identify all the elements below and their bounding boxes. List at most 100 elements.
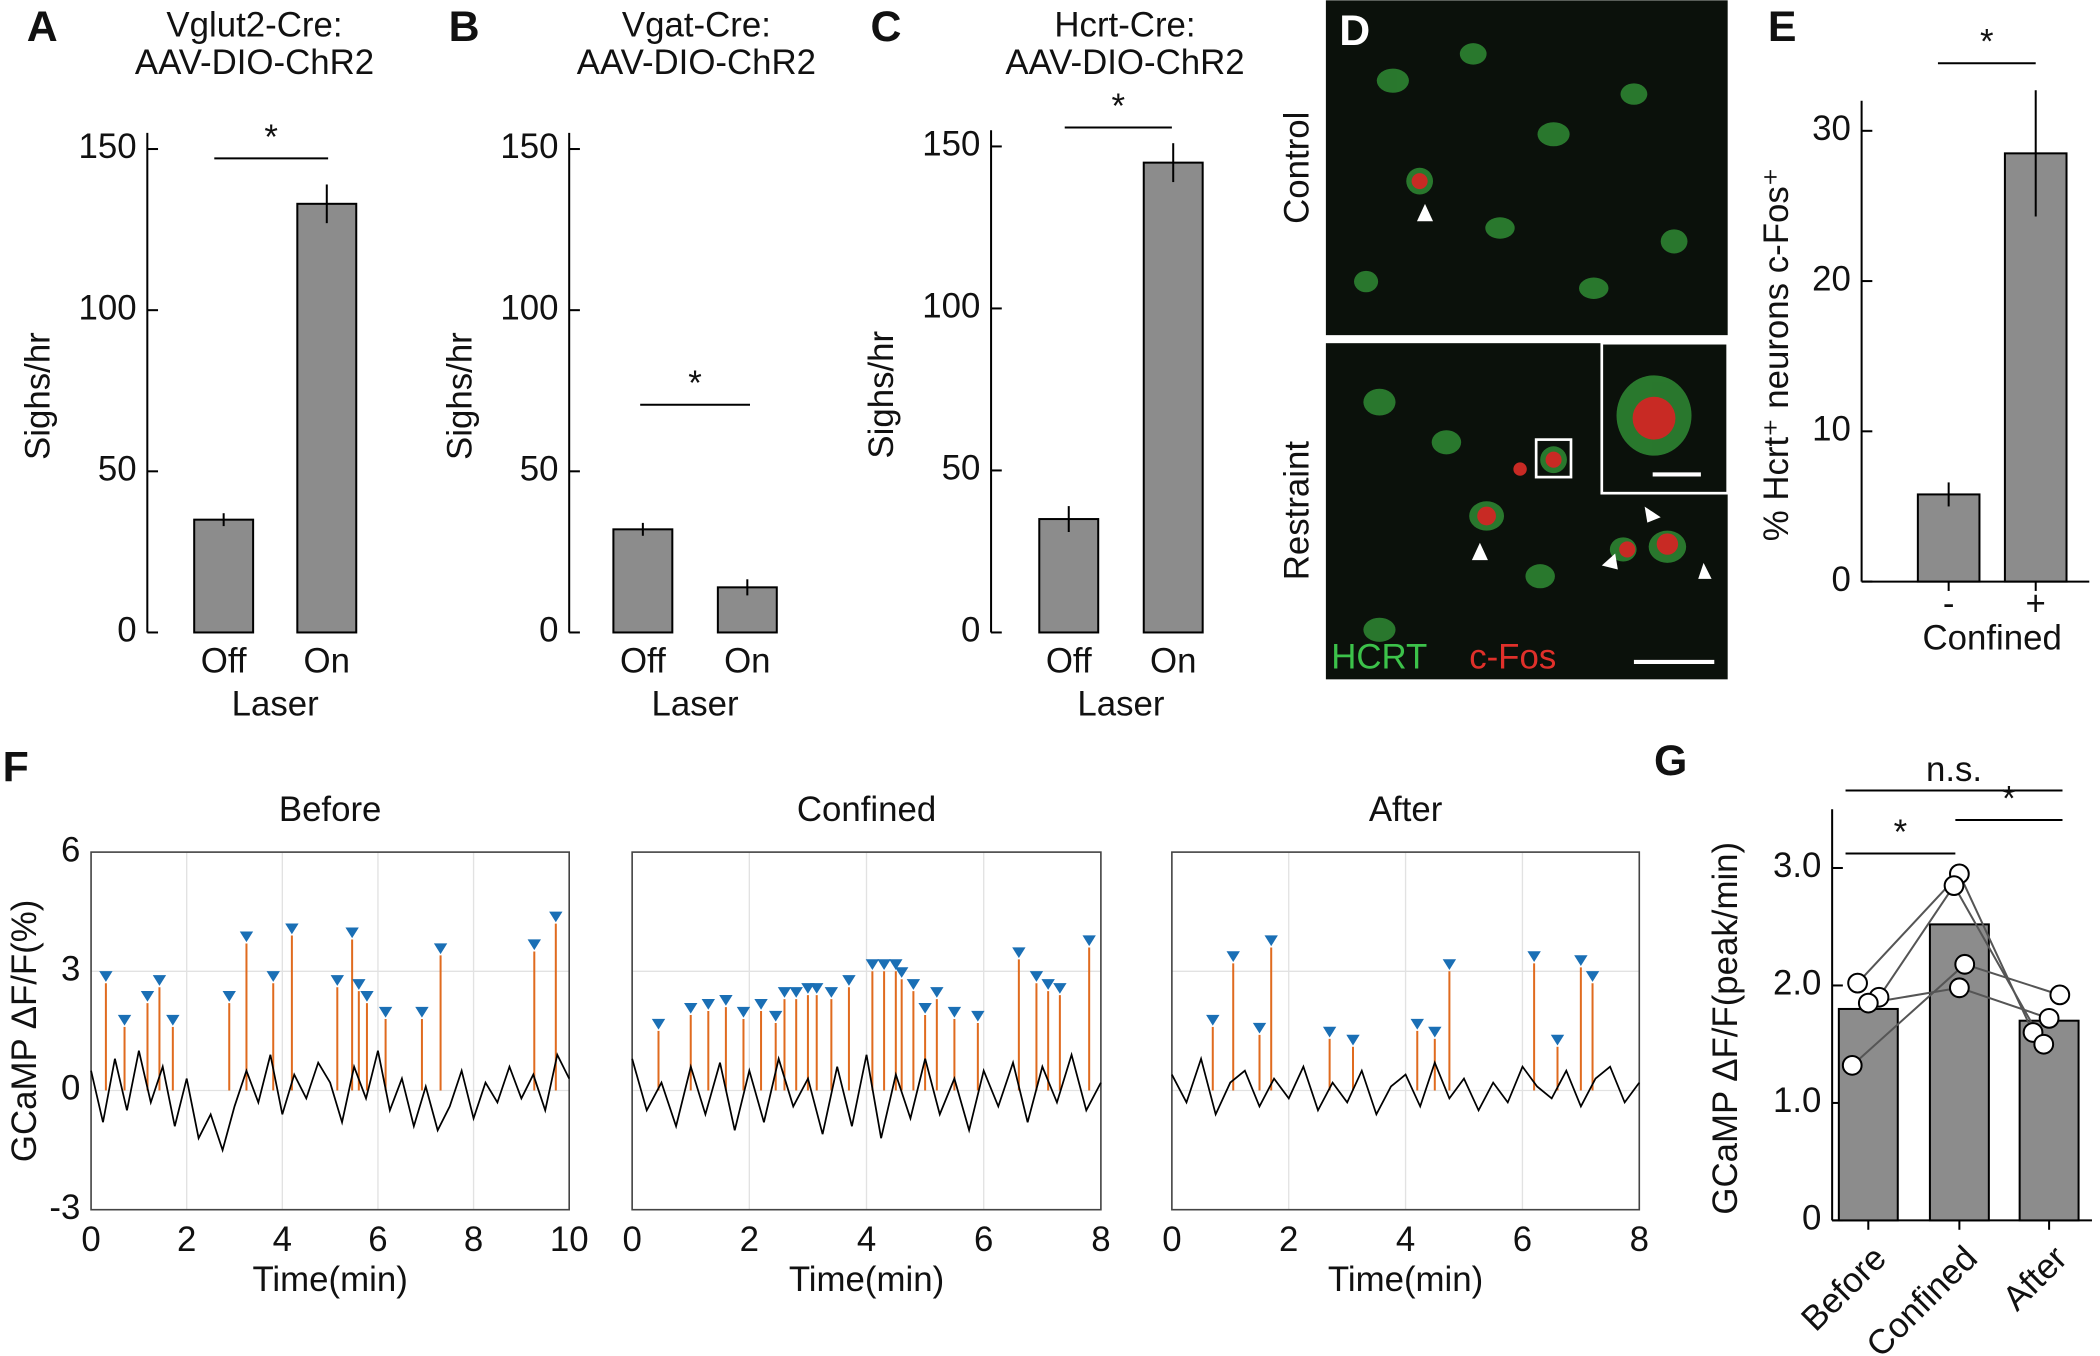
y-tick-label: 0 [1832,560,1851,599]
significance-label: * [688,364,702,403]
x-tick-label: Off [201,641,247,680]
y-tick-label: 100 [922,287,980,326]
inset-box [1534,438,1573,479]
y-tick-label: 3 [61,950,80,989]
panel-letter: D [1339,7,1370,55]
x-tick-label: Off [620,641,666,680]
peak-marker [1550,1034,1565,1046]
peak-marker [701,998,716,1010]
peak-marker [777,987,792,998]
peak-marker [769,1010,783,1022]
cfos-spots [1411,173,1679,558]
significance-label: n.s. [1926,750,1982,789]
peak-marker [1574,955,1588,966]
plot-frame [631,851,1102,1211]
y-tick-label: 20 [1812,259,1851,298]
panel-letter: E [1768,3,1797,51]
y-axis-label: Sighs/hr [440,332,479,460]
chart-title: AAV-DIO-ChR2 [577,43,816,82]
y-tick-label: 50 [942,449,981,488]
x-tick-label: - [1943,584,1955,623]
peak-marker [1041,979,1055,990]
row-label: Control [1277,112,1316,224]
peak-marker [330,975,345,986]
peak-marker [1322,1026,1337,1038]
y-tick-label: 0 [539,611,558,650]
inset-frame [1600,341,1730,495]
y-axis-label: % Hcrt⁺ neurons c-Fos⁺ [1757,168,1796,541]
x-tick-label: On [1150,641,1196,680]
chart-title: After [1369,790,1443,829]
y-axis-label: GCaMP ΔF/F(%) [5,900,44,1162]
chart-title: Hcrt-Cre: [1054,5,1195,44]
peak-marker [1012,947,1026,959]
arrowheads [1416,203,1712,579]
bar [2003,152,2068,583]
peak-marker [1410,1018,1424,1030]
peak-marker [433,943,448,955]
individual-point [1841,1054,1863,1076]
significance-label: * [264,118,278,157]
y-tick-label: 50 [520,450,559,489]
bar [1837,1007,1899,1222]
individual-point [2038,1007,2060,1029]
significance-label: * [1894,813,1908,852]
individual-point [1847,972,1868,994]
panel-letter: F [3,744,29,792]
peak-marker [918,1002,932,1014]
peak-marker [651,1018,666,1030]
peak-marker [166,1014,180,1026]
y-axis-label: GCaMP ΔF/F(peak/min) [1706,842,1745,1215]
row-label: Restraint [1277,441,1316,581]
image-panel: D Control Restraint HCRT c-Fos [1277,0,1730,680]
significance-label: * [1112,87,1126,126]
y-tick-label: 50 [98,450,137,489]
peak-marker [360,991,374,1002]
individual-point [1948,977,1970,999]
y-tick-label: 0 [961,611,980,650]
peak-marker [894,967,909,978]
panel-letter: C [871,3,902,51]
peak-marker [930,987,944,998]
panel-letter: A [27,3,58,51]
peak-marker [527,939,541,951]
x-axis-label: Confined [1923,619,2062,658]
x-tick-label: 8 [1091,1220,1110,1259]
peak-marker [1226,951,1240,963]
y-tick-label: 150 [79,127,137,166]
stain-label: c-Fos [1469,637,1556,676]
x-tick-label: 6 [974,1220,993,1259]
x-axis-label: Laser [232,684,319,723]
panel-letter: B [449,3,480,51]
peak-marker [754,998,768,1010]
peak-marker [549,911,563,923]
plot-frame [1171,851,1641,1211]
peak-marker [789,987,803,998]
peak-marker [117,1014,132,1026]
y-tick-label: 2.0 [1773,964,1821,1003]
chart-title: Confined [797,790,936,829]
panel-letter: G [1654,737,1687,785]
x-axis-label: Laser [652,684,739,723]
chart-title: Before [279,790,382,829]
x-tick-label: On [304,641,350,680]
peak-marker [1053,983,1067,994]
peak-marker [266,971,280,982]
x-tick-label: 0 [622,1220,641,1259]
peak-marker [865,959,880,970]
y-tick-label: 0 [1802,1199,1821,1238]
bar [612,528,674,634]
chart-title: Vglut2-Cre: [166,5,342,44]
y-tick-label: 100 [500,288,558,327]
peak-marker [378,1006,393,1018]
individual-point [1943,875,1965,896]
peak-marker [889,959,903,970]
x-tick-label: 8 [464,1220,483,1259]
peak-marker [285,923,299,935]
bar [296,202,358,634]
x-tick-label: 6 [368,1220,387,1259]
y-tick-label: 30 [1812,109,1851,148]
x-tick-label: On [724,641,770,680]
peak-marker [719,995,733,1006]
